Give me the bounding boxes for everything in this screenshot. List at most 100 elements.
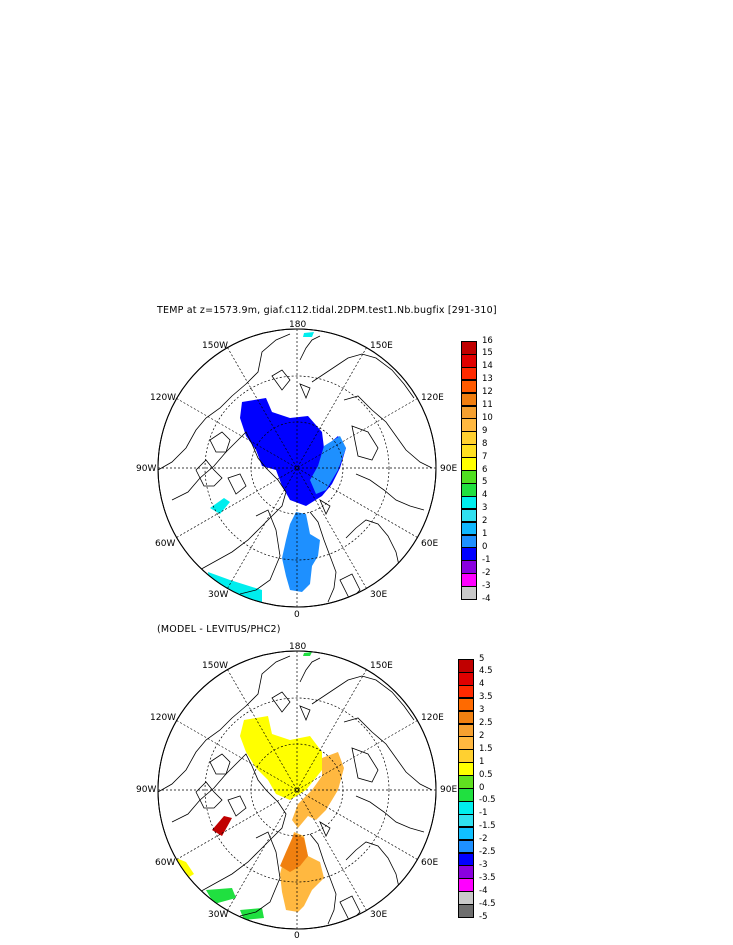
bottom-colorbar-level-label: 0.5 xyxy=(479,769,493,780)
bottom-colorbar-swatch xyxy=(458,878,474,892)
top-lon-label-60w: 60W xyxy=(155,539,176,549)
bottom-colorbar-swatch xyxy=(458,891,474,905)
top-colorbar-swatch xyxy=(461,482,477,497)
bottom-colorbar-level-label: 4 xyxy=(479,679,485,690)
top-colorbar-swatch xyxy=(461,457,477,471)
top-colorbar-swatch xyxy=(461,353,477,368)
top-colorbar-swatch xyxy=(461,573,477,587)
top-colorbar-level-label: 4 xyxy=(482,490,488,501)
bottom-field-green-south xyxy=(206,888,236,904)
bottom-colorbar: 5 4.5 4 3.5 3 2.5 2 1.5 1 0.5 0 -0.5 -1 -1.5 -2 -2.5 -3 -… xyxy=(458,654,518,922)
top-colorbar-level-label: 3 xyxy=(482,503,488,514)
bottom-colorbar-swatch xyxy=(458,723,474,738)
bottom-colorbar-swatch xyxy=(458,852,474,867)
top-map-title: TEMP at z=1573.9m, giaf.c112.tidal.2DPM.… xyxy=(157,305,497,316)
bottom-map-title: (MODEL - LEVITUS/PHC2) xyxy=(157,624,281,635)
top-colorbar-swatch xyxy=(461,392,477,407)
bottom-colorbar-level-label: 2 xyxy=(479,730,485,741)
bottom-colorbar-level-label: 3 xyxy=(479,705,485,716)
top-colorbar-level-label: -1 xyxy=(482,554,491,565)
top-lon-label-150w: 150W xyxy=(202,341,229,351)
bottom-colorbar-level-label: 5 xyxy=(479,653,485,664)
bottom-colorbar-level-label: -4 xyxy=(479,885,488,896)
bottom-field-red-labrador xyxy=(212,816,232,836)
bottom-lon-label-90e: 90E xyxy=(440,785,458,795)
bottom-colorbar-swatch xyxy=(458,865,474,880)
top-colorbar-swatch xyxy=(461,444,477,458)
bottom-colorbar-level-label: -2 xyxy=(479,834,488,845)
bottom-lon-label-60w: 60W xyxy=(155,858,176,868)
bottom-colorbar-swatch xyxy=(458,775,474,789)
top-colorbar-level-label: 11 xyxy=(482,400,493,410)
bottom-lon-label-180: 180 xyxy=(289,642,307,652)
top-lon-label-120e: 120E xyxy=(421,393,444,403)
bottom-field-green-north xyxy=(303,652,312,656)
top-colorbar-level-label: 7 xyxy=(482,451,488,462)
bottom-colorbar-swatch xyxy=(458,904,474,918)
top-colorbar-swatch xyxy=(461,431,477,445)
top-colorbar-swatch xyxy=(461,366,477,381)
top-colorbar: 16 15 14 13 12 11 10 9 8 7 6 5 4 3 2 1 0 -1 -2 -3 -4 xyxy=(461,336,521,603)
bottom-colorbar-level-label: 4.5 xyxy=(479,666,493,677)
bottom-colorbar-level-label: -5 xyxy=(479,911,488,922)
bottom-colorbar-swatch xyxy=(458,813,474,828)
bottom-lon-label-30w: 30W xyxy=(208,910,229,920)
top-colorbar-swatch xyxy=(461,341,477,355)
top-lon-label-0: 0 xyxy=(294,610,300,620)
top-lon-label-90w: 90W xyxy=(136,464,157,474)
top-lon-label-120w: 120W xyxy=(150,393,177,403)
top-lon-label-150e: 150E xyxy=(370,341,393,351)
top-colorbar-level-label: 0 xyxy=(482,541,488,552)
top-colorbar-level-label: 10 xyxy=(482,412,493,423)
top-colorbar-level-label: -3 xyxy=(482,580,491,591)
bottom-colorbar-level-label: -1.5 xyxy=(479,821,496,832)
bottom-colorbar-swatch xyxy=(458,684,474,699)
bottom-polar-map xyxy=(157,650,437,930)
top-colorbar-level-label: 15 xyxy=(482,348,493,359)
bottom-lon-label-120e: 120E xyxy=(421,713,444,723)
top-field-cyan-south xyxy=(208,572,262,602)
top-colorbar-swatch xyxy=(461,495,477,510)
top-lon-label-60e: 60E xyxy=(421,539,439,549)
top-colorbar-level-label: 8 xyxy=(482,438,488,449)
bottom-colorbar-level-label: -4.5 xyxy=(479,898,496,909)
bottom-lon-label-60e: 60E xyxy=(421,858,439,868)
bottom-colorbar-level-label: 1.5 xyxy=(479,743,493,754)
top-colorbar-level-label: 6 xyxy=(482,464,488,475)
bottom-colorbar-swatch xyxy=(458,749,474,763)
top-colorbar-level-label: 1 xyxy=(482,529,488,539)
bottom-field-yellow-basin xyxy=(240,716,322,800)
top-colorbar-swatch xyxy=(461,470,477,484)
top-colorbar-swatch xyxy=(461,534,477,549)
top-colorbar-level-label: 16 xyxy=(482,335,493,346)
top-lon-label-180: 180 xyxy=(289,320,307,330)
bottom-lon-label-30e: 30E xyxy=(370,910,388,920)
top-colorbar-level-label: 12 xyxy=(482,387,493,398)
bottom-lon-label-150e: 150E xyxy=(370,661,393,671)
bottom-colorbar-swatch xyxy=(458,762,474,776)
top-colorbar-level-label: 14 xyxy=(482,361,493,372)
bottom-lon-label-90w: 90W xyxy=(136,785,157,795)
top-colorbar-level-label: -2 xyxy=(482,567,491,578)
bottom-colorbar-level-label: -3 xyxy=(479,859,488,870)
top-colorbar-swatch xyxy=(461,547,477,562)
top-field-light-blue-fram xyxy=(282,512,320,592)
top-colorbar-level-label: 9 xyxy=(482,425,488,436)
top-colorbar-swatch xyxy=(461,560,477,574)
bottom-colorbar-level-label: -2.5 xyxy=(479,847,496,857)
top-colorbar-swatch xyxy=(461,405,477,420)
top-colorbar-swatch xyxy=(461,586,477,600)
bottom-field-darkorange-fram xyxy=(280,834,308,872)
bottom-lon-label-120w: 120W xyxy=(150,713,177,723)
bottom-lon-label-150w: 150W xyxy=(202,661,229,671)
bottom-colorbar-level-label: -3.5 xyxy=(479,872,496,883)
bottom-colorbar-swatch xyxy=(458,671,474,686)
bottom-colorbar-level-label: -1 xyxy=(479,808,488,819)
bottom-colorbar-swatch xyxy=(458,839,474,854)
top-lon-label-30e: 30E xyxy=(370,590,388,600)
bottom-colorbar-level-label: 3.5 xyxy=(479,692,493,703)
top-colorbar-swatch xyxy=(461,521,477,536)
top-colorbar-swatch xyxy=(461,379,477,394)
top-colorbar-swatch xyxy=(461,508,477,523)
